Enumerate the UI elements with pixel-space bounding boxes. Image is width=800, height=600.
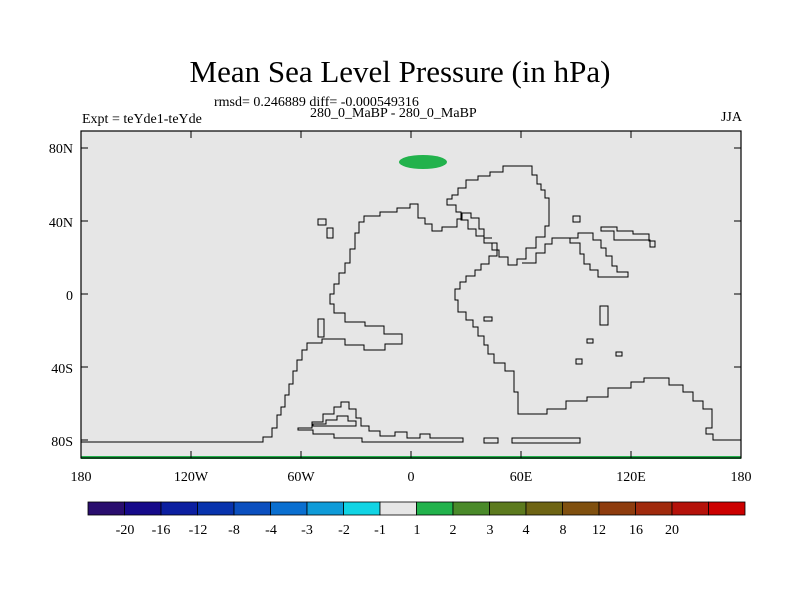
y-tick-label: 80S: [51, 435, 73, 450]
axis-ticks: [80, 131, 742, 458]
colorbar-label: -4: [265, 523, 277, 538]
map-panel: [81, 131, 741, 458]
colorbar-label: -2: [338, 523, 350, 538]
x-tick-label: 180: [71, 470, 92, 485]
colorbar-swatch: [87, 501, 125, 516]
coastline-americas: [81, 203, 492, 443]
coastline-asia: [522, 232, 629, 278]
y-tick-label: 80N: [49, 142, 73, 157]
colorbar-label: 1: [414, 523, 421, 538]
colorbar-swatch: [197, 501, 235, 516]
colorbar-swatch: [270, 501, 308, 516]
colorbar-label: -12: [189, 523, 208, 538]
coastline-antarctic: [312, 415, 357, 427]
colorbar-label: 16: [629, 523, 643, 538]
coastline-antarctic: [297, 401, 464, 443]
colorbar-swatch: [343, 501, 381, 516]
colorbar-swatch: [452, 501, 490, 516]
chart-title: Mean Sea Level Pressure (in hPa): [189, 54, 611, 89]
x-tick-label: 60E: [510, 470, 533, 485]
x-tick-label: 120W: [174, 470, 209, 485]
colorbar-label: -16: [152, 523, 171, 538]
colorbar-swatch: [525, 501, 563, 516]
coastline-antarctic: [511, 437, 581, 444]
colorbar-swatch: [160, 501, 198, 516]
coastline-islet: [575, 358, 583, 365]
coastline-islet: [572, 215, 581, 223]
colorbar-label: 12: [592, 523, 606, 538]
x-tick-label: 180: [731, 470, 752, 485]
colorbar-label: -1: [374, 523, 386, 538]
x-tick-label: 0: [408, 470, 415, 485]
colorbar-label: 4: [523, 523, 530, 538]
colorbar-swatch: [124, 501, 162, 516]
colorbar-label: -20: [116, 523, 135, 538]
colorbar-swatch: [379, 501, 417, 516]
coastline-islet: [599, 305, 609, 326]
coastline-islet: [317, 318, 325, 338]
coastline-islet: [326, 227, 334, 239]
coastlines: [81, 165, 741, 444]
colorbar-swatch: [416, 501, 454, 516]
case-label: 280_0_MaBP - 280_0_MaBP: [310, 106, 477, 121]
colorbar-swatch: [598, 501, 636, 516]
y-tick-label: 40N: [49, 216, 73, 231]
colorbar: [87, 501, 746, 516]
colorbar-swatch: [489, 501, 527, 516]
coastline-islet: [586, 338, 594, 344]
season-label: JJA: [720, 110, 742, 125]
colorbar-swatch: [635, 501, 673, 516]
experiment-label: Expt = teYde1-teYde: [82, 112, 202, 127]
y-tick-label: 40S: [51, 362, 73, 377]
colorbar-label: -3: [301, 523, 313, 538]
x-tick-label: 60W: [287, 470, 315, 485]
colorbar-labels: -20 -16 -12 -8 -4 -3 -2 -1 1 2 3 4 8 12 …: [116, 523, 679, 538]
coastline-east-asia: [600, 226, 656, 248]
colorbar-swatch: [306, 501, 344, 516]
colorbar-label: -8: [228, 523, 240, 538]
colorbar-label: 20: [665, 523, 679, 538]
coastline-eurasia-africa: [446, 165, 550, 266]
stats-line: rmsd= 0.246889 diff= -0.000549316: [214, 95, 419, 110]
coastline-islet: [317, 218, 327, 226]
coastline-africa: [454, 242, 741, 441]
colorbar-swatch: [671, 501, 709, 516]
anomaly-patch: [399, 155, 447, 169]
colorbar-label: 3: [487, 523, 494, 538]
x-tick-label: 120E: [616, 470, 646, 485]
colorbar-swatch: [233, 501, 271, 516]
y-tick-label: 0: [66, 289, 73, 304]
coastline-antarctic: [483, 437, 499, 444]
coastline-islet: [615, 351, 623, 357]
colorbar-label: 2: [450, 523, 457, 538]
colorbar-label: 8: [560, 523, 567, 538]
colorbar-swatch: [708, 501, 746, 516]
colorbar-swatch: [562, 501, 600, 516]
coastline-islet: [483, 316, 493, 322]
